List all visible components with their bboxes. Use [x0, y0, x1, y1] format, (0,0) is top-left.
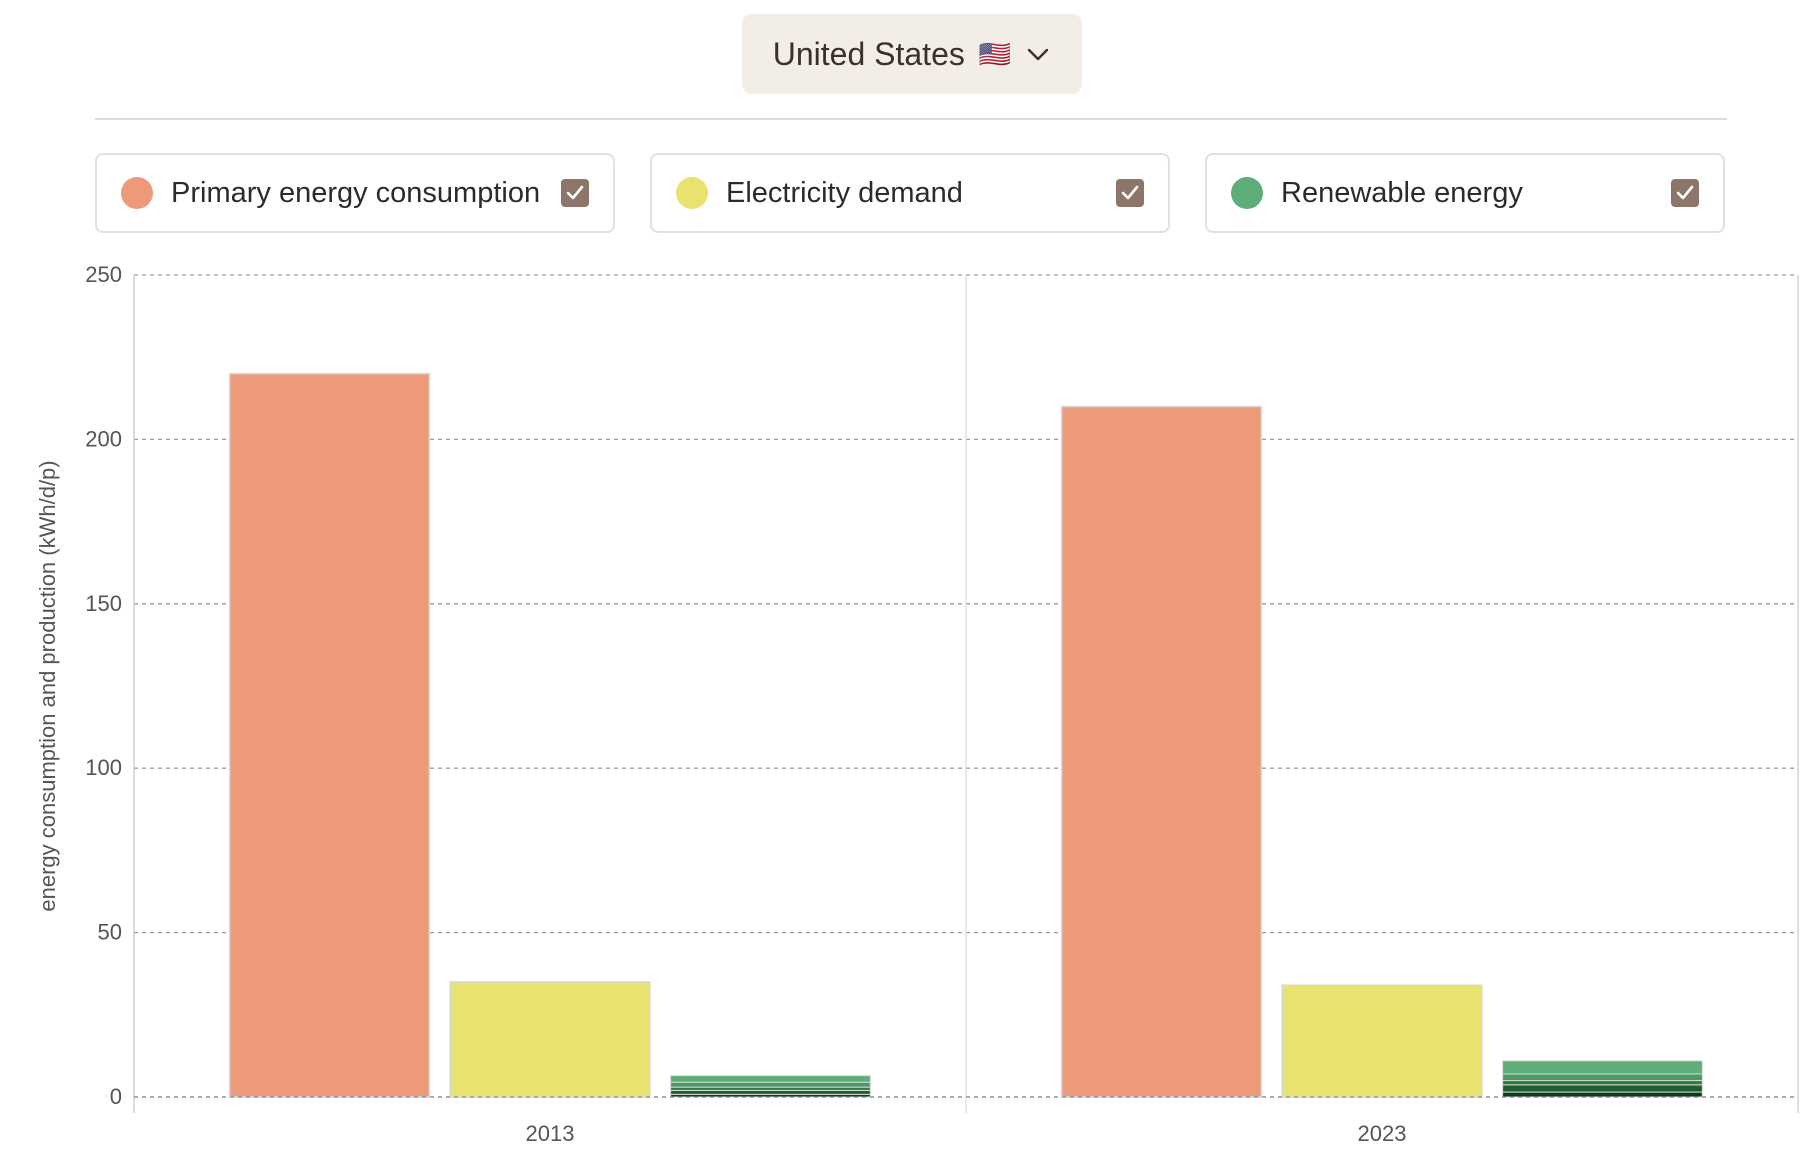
y-tick-label: 100 — [85, 755, 122, 780]
bar-segment-renewable-energy-2023-3[interactable] — [1502, 1073, 1703, 1082]
bar-segment-renewable-energy-2023-0[interactable] — [1502, 1091, 1703, 1098]
bar-electricity-demand-2013[interactable] — [449, 981, 651, 1098]
bar-segment-renewable-energy-2013-4[interactable] — [670, 1075, 871, 1083]
toggle-label-primary: Primary energy consumption — [171, 176, 541, 209]
bar-primary-energy-consumption-2013[interactable] — [228, 372, 431, 1098]
country-name: United States — [772, 35, 965, 72]
divider — [95, 118, 1727, 120]
bar-segment-renewable-energy-2023-1[interactable] — [1502, 1084, 1703, 1093]
bars — [228, 372, 1703, 1098]
y-axis-title: energy consumption and production (kWh/d… — [35, 460, 60, 911]
legend-dot-renewable — [1231, 177, 1263, 209]
legend-dot-primary — [121, 177, 153, 209]
country-selector[interactable]: United States 🇺🇸 — [742, 14, 1082, 94]
checkmark-icon — [566, 185, 584, 200]
toggle-electricity-demand[interactable]: Electricity demand — [650, 153, 1170, 233]
y-tick-label: 150 — [85, 591, 122, 616]
x-tick-label-2023: 2023 — [1358, 1121, 1407, 1146]
bar-segment-renewable-energy-2013-1[interactable] — [670, 1089, 871, 1095]
toggle-renewable-energy[interactable]: Renewable energy — [1205, 153, 1725, 233]
toggle-primary-energy[interactable]: Primary energy consumption — [95, 153, 615, 233]
legend-dot-electricity — [676, 177, 708, 209]
bar-segment-renewable-energy-2013-3[interactable] — [670, 1081, 871, 1088]
checkmark-icon — [1676, 185, 1694, 200]
bar-segment-renewable-energy-2023-2[interactable] — [1502, 1080, 1703, 1086]
axes: 0 50 100 150 200 250 2013 2023 — [85, 262, 1799, 1146]
y-tick-label: 250 — [85, 262, 122, 287]
bar-electricity-demand-2023[interactable] — [1281, 984, 1483, 1098]
y-tick-label: 50 — [98, 920, 122, 945]
checkmark-icon — [1121, 185, 1139, 200]
bar-segment-renewable-energy-2023-4[interactable] — [1502, 1060, 1703, 1075]
y-tick-label: 200 — [85, 426, 122, 451]
checkbox-primary[interactable] — [561, 179, 589, 207]
toggle-label-renewable: Renewable energy — [1281, 176, 1523, 209]
x-tick-label-2013: 2013 — [526, 1121, 575, 1146]
checkbox-renewable[interactable] — [1671, 179, 1699, 207]
bar-primary-energy-consumption-2023[interactable] — [1060, 405, 1263, 1098]
chevron-down-icon — [1028, 48, 1049, 61]
toggle-label-electricity: Electricity demand — [726, 176, 963, 209]
us-flag-icon: 🇺🇸 — [978, 39, 1012, 69]
y-tick-label: 0 — [110, 1084, 122, 1109]
checkbox-electricity[interactable] — [1116, 179, 1144, 207]
